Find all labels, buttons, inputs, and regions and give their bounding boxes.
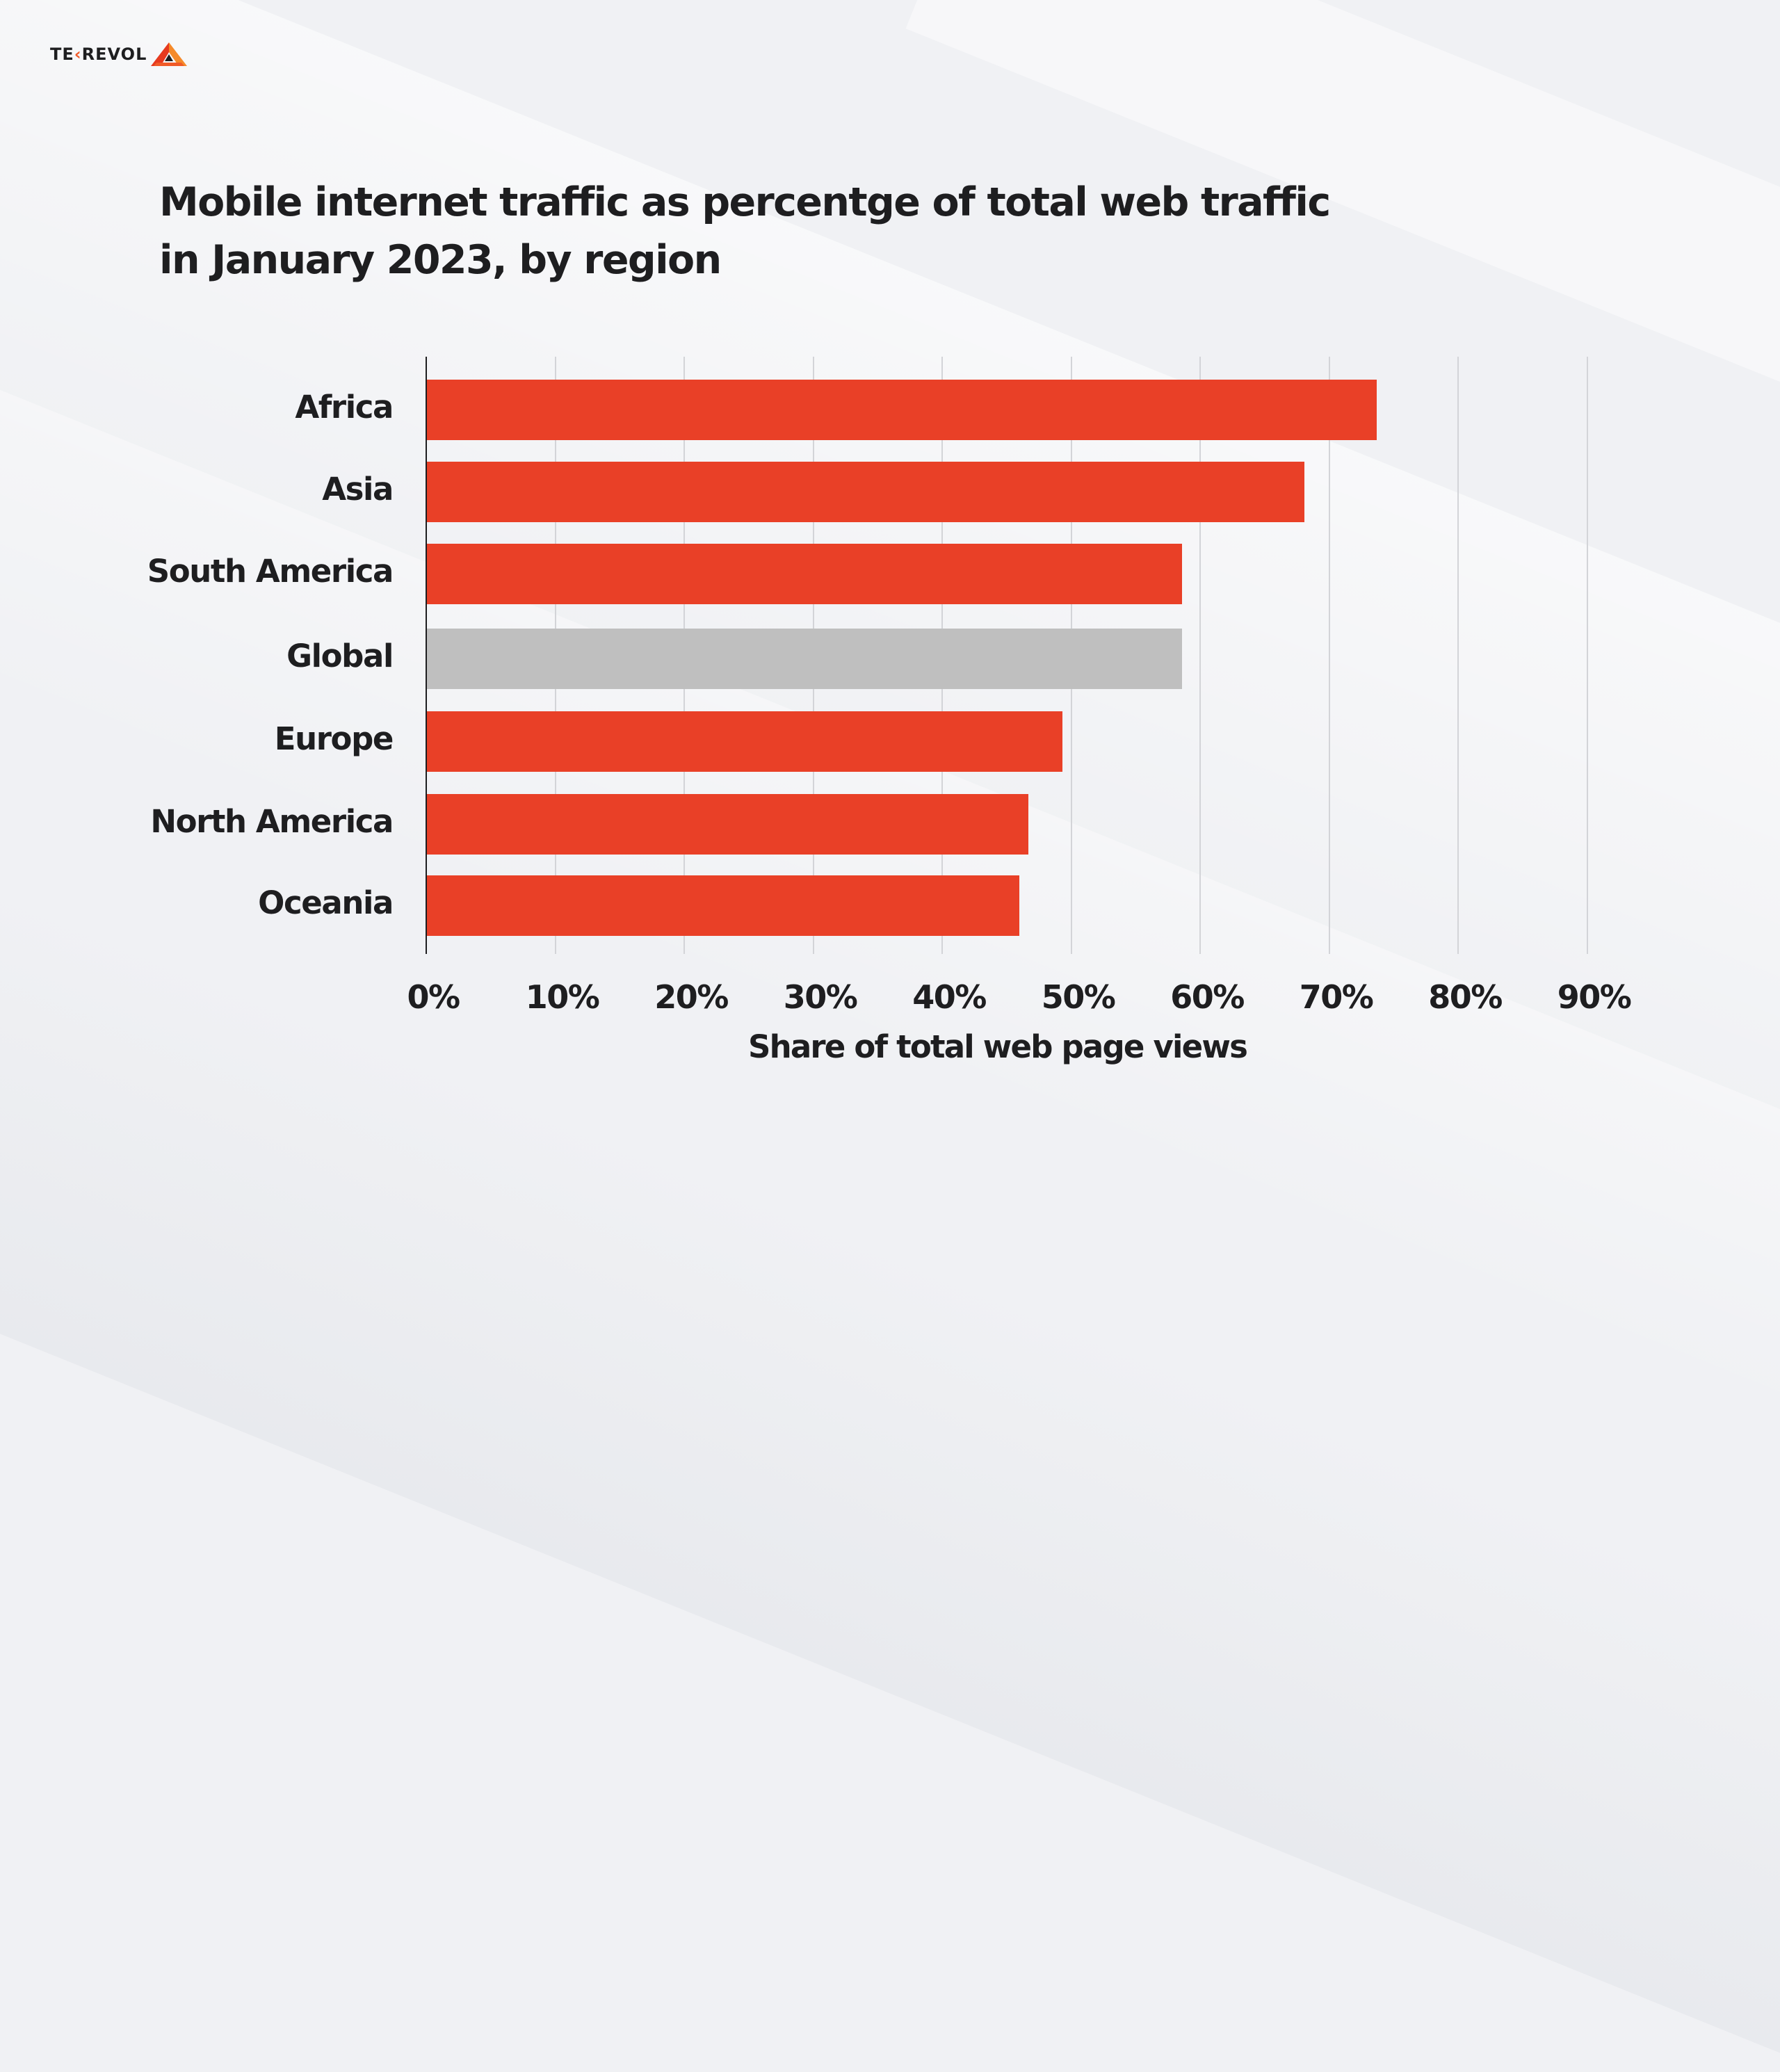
x-tick-label: 70% bbox=[1299, 978, 1374, 1016]
gridline bbox=[1457, 357, 1459, 954]
y-category-label: Europe bbox=[274, 720, 394, 757]
y-category-label: Global bbox=[286, 638, 394, 674]
bar-africa bbox=[426, 380, 1377, 440]
y-category-label: South America bbox=[147, 553, 394, 590]
gridline bbox=[1199, 357, 1201, 954]
x-tick-label: 80% bbox=[1428, 978, 1503, 1016]
brand-logo: TE‹REVOL bbox=[50, 42, 188, 67]
logo-wordmark: TE‹REVOL bbox=[50, 44, 147, 64]
triangle-logo-icon bbox=[151, 42, 188, 66]
y-category-label: Africa bbox=[295, 389, 394, 426]
bar-global bbox=[426, 629, 1183, 689]
x-tick-label: 90% bbox=[1557, 978, 1632, 1016]
x-tick-label: 60% bbox=[1170, 978, 1245, 1016]
y-category-label: North America bbox=[150, 803, 394, 840]
x-tick-label: 10% bbox=[525, 978, 600, 1016]
y-axis-line bbox=[426, 357, 427, 954]
x-tick-label: 40% bbox=[912, 978, 987, 1016]
x-axis-title: Share of total web page views bbox=[748, 1028, 1248, 1065]
chart-title: Mobile internet traffic as percentge of … bbox=[159, 174, 1341, 289]
x-tick-label: 30% bbox=[783, 978, 858, 1016]
x-tick-label: 50% bbox=[1041, 978, 1116, 1016]
gridline bbox=[1328, 357, 1330, 954]
bar-asia bbox=[426, 462, 1305, 522]
bar-europe bbox=[426, 711, 1062, 772]
bar-oceania bbox=[426, 875, 1020, 936]
bar-south-america bbox=[426, 544, 1183, 604]
bar-north-america bbox=[426, 794, 1029, 855]
x-tick-label: 20% bbox=[654, 978, 729, 1016]
y-category-label: Oceania bbox=[258, 884, 394, 921]
y-category-label: Asia bbox=[322, 471, 394, 508]
chart-title-line-2: in January 2023, by region bbox=[159, 237, 722, 283]
plot-area bbox=[426, 357, 1720, 954]
gridline bbox=[1586, 357, 1588, 954]
chart-title-line-1: Mobile internet traffic as percentge of … bbox=[159, 179, 1331, 225]
x-tick-label: 0% bbox=[407, 978, 460, 1016]
